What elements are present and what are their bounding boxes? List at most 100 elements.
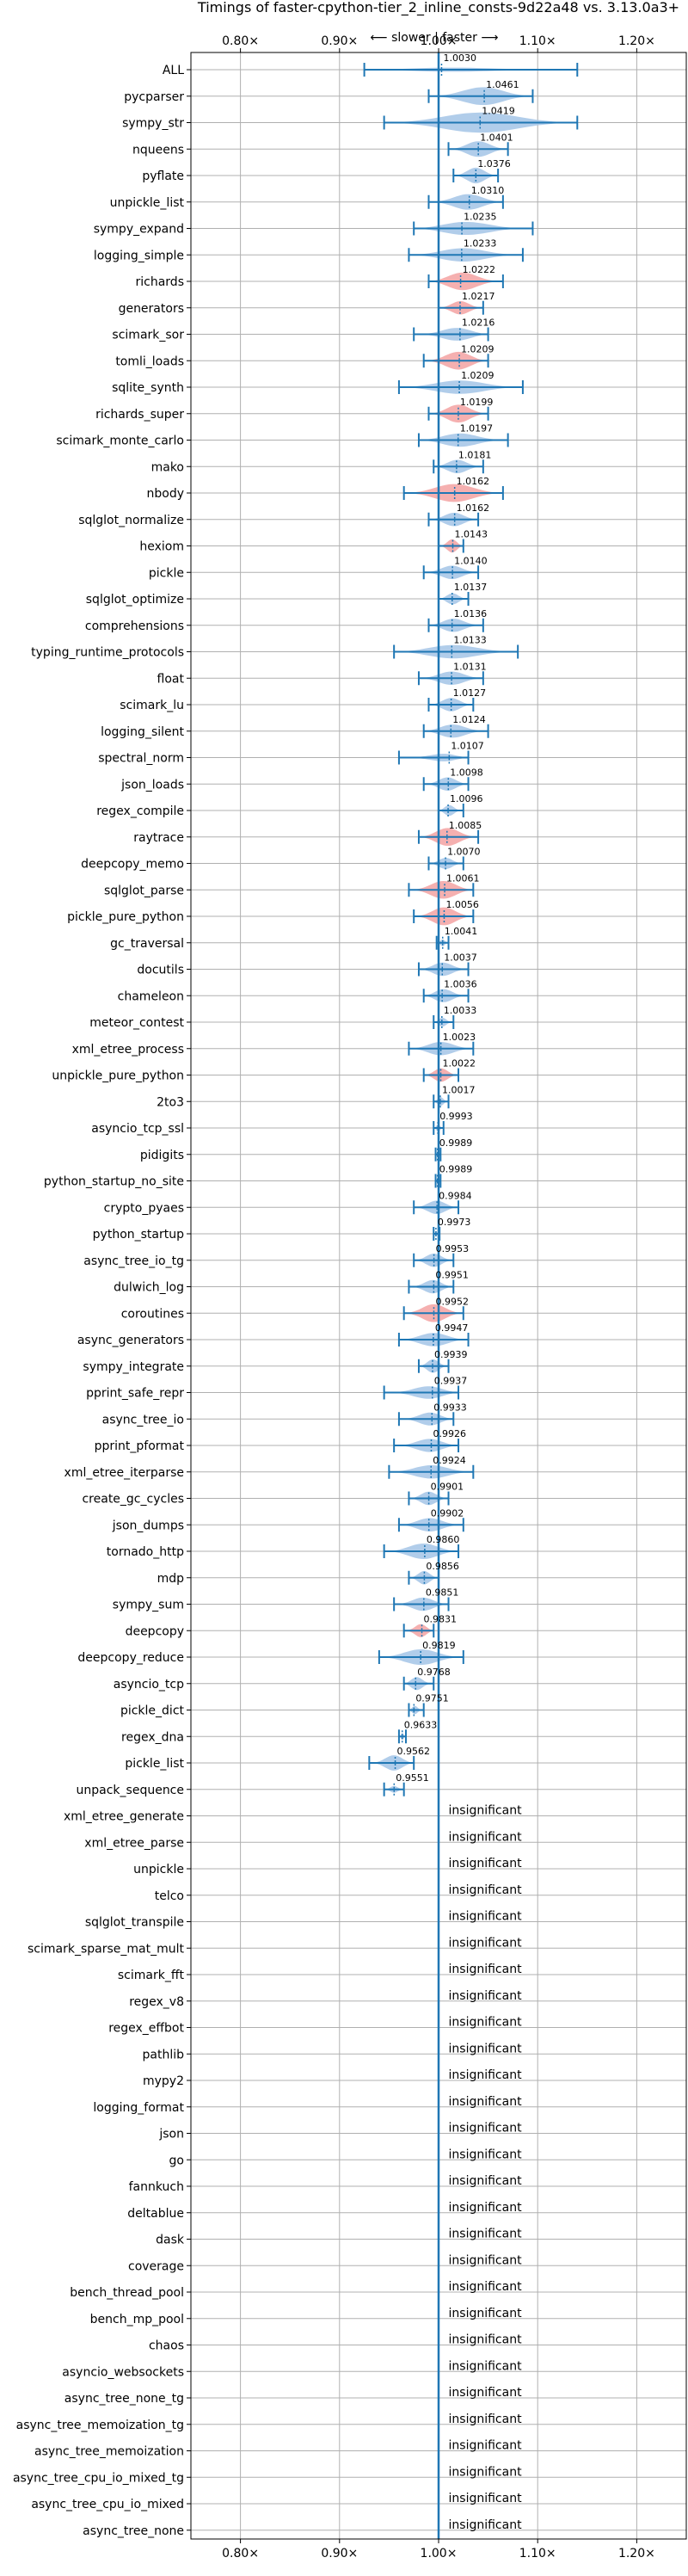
x-tick-label-bottom: 0.90× xyxy=(321,2547,358,2561)
benchmark-label: sympy_expand xyxy=(94,223,184,237)
benchmark-label: nbody xyxy=(147,487,185,501)
benchmark-label: json_dumps xyxy=(112,1519,184,1532)
benchmark-label: asyncio_tcp_ssl xyxy=(91,1122,184,1136)
benchmark-label: sympy_str xyxy=(122,117,184,131)
benchmark-label: async_tree_cpu_io_mixed_tg xyxy=(13,2471,184,2485)
value-label: 0.9993 xyxy=(439,1111,473,1122)
benchmark-label: pprint_pformat xyxy=(95,1439,185,1453)
benchmark-label: hexiom xyxy=(139,540,184,554)
benchmark-label: regex_effbot xyxy=(108,2022,184,2036)
value-label: 0.9926 xyxy=(433,1428,466,1439)
benchmark-label: meteor_contest xyxy=(89,1016,184,1030)
value-label: 0.9951 xyxy=(435,1270,469,1281)
benchmark-label: telco xyxy=(155,1889,184,1903)
benchmark-label: sqlglot_optimize xyxy=(86,593,184,607)
marks-layer xyxy=(363,52,579,2539)
benchmark-label: async_tree_none_tg xyxy=(64,2392,184,2406)
benchmark-label: pidigits xyxy=(140,1149,184,1162)
benchmark-label: coroutines xyxy=(121,1307,184,1321)
benchmark-label: create_gc_cycles xyxy=(82,1493,184,1507)
value-label: 0.9939 xyxy=(434,1349,467,1360)
insignificant-label: insignificant xyxy=(449,2518,523,2532)
insignificant-label: insignificant xyxy=(449,1830,523,1844)
benchmark-label: richards_super xyxy=(95,408,184,422)
benchmark-label: deltablue xyxy=(127,2207,184,2221)
value-label: 1.0096 xyxy=(450,793,483,804)
benchmark-label: sqlglot_parse xyxy=(104,884,184,897)
benchmark-label: xml_etree_iterparse xyxy=(64,1466,184,1480)
value-label: 1.0033 xyxy=(444,1005,477,1016)
value-label: 1.0217 xyxy=(462,291,495,302)
benchmark-label: unpickle_pure_python xyxy=(52,1069,184,1083)
chart-title: Timings of faster-cpython-tier_2_inline_… xyxy=(197,0,679,16)
value-label: 0.9562 xyxy=(397,1746,431,1757)
insignificant-label: insignificant xyxy=(449,1963,523,1976)
value-label: 0.9902 xyxy=(431,1507,464,1519)
value-label: 1.0022 xyxy=(443,1058,476,1069)
benchmark-label: async_tree_cpu_io_mixed xyxy=(31,2498,184,2511)
benchmark-label: xml_etree_process xyxy=(72,1043,184,1057)
benchmark-label: sqlite_synth xyxy=(112,381,184,395)
value-label: 0.9901 xyxy=(431,1482,464,1493)
benchmark-label: bench_thread_pool xyxy=(70,2286,184,2300)
value-label: 1.0136 xyxy=(454,608,488,619)
benchmark-label: unpickle_list xyxy=(110,196,185,210)
insignificant-label: insignificant xyxy=(449,2465,523,2479)
insignificant-label: insignificant xyxy=(449,1857,523,1870)
benchmark-label: sympy_integrate xyxy=(83,1360,184,1374)
insignificant-label: insignificant xyxy=(449,1936,523,1950)
value-label: 1.0209 xyxy=(461,370,494,381)
benchmark-label: generators xyxy=(119,302,184,316)
benchmark-label: pickle_list xyxy=(125,1757,184,1771)
value-label: 0.9924 xyxy=(433,1455,466,1466)
benchmark-label: logging_simple xyxy=(94,249,184,262)
value-label: 1.0127 xyxy=(453,687,487,699)
benchmark-label: async_tree_memoization xyxy=(34,2445,184,2459)
benchmark-label: dask xyxy=(156,2234,185,2247)
labels-layer: 0.80× 0.80× 0.90× 0.90× 1.00× 1.00× 1.10× 1.10×… xyxy=(13,34,655,2561)
benchmark-label: scimark_sparse_mat_mult xyxy=(28,1942,184,1956)
benchmark-label: logging_format xyxy=(93,2101,184,2115)
insignificant-label: insignificant xyxy=(449,2016,523,2030)
insignificant-label: insignificant xyxy=(449,2439,523,2453)
insignificant-label: insignificant xyxy=(449,2174,523,2188)
value-label: 0.9860 xyxy=(427,1534,460,1545)
x-tick-label-bottom: 1.20× xyxy=(618,2547,655,2561)
value-label: 1.0037 xyxy=(444,952,477,964)
x-tick-label-bottom: 0.80× xyxy=(222,2547,259,2561)
value-label: 0.9973 xyxy=(438,1217,471,1228)
x-tick-label-top: 1.00× xyxy=(421,34,458,48)
plot-frame xyxy=(190,52,687,2540)
benchmark-label: xml_etree_parse xyxy=(84,1836,184,1850)
benchmark-label: scimark_lu xyxy=(120,699,184,712)
value-label: 1.0235 xyxy=(464,212,497,223)
value-label: 0.9953 xyxy=(436,1243,469,1254)
benchmark-label: asyncio_websockets xyxy=(62,2365,184,2379)
benchmark-label: mypy2 xyxy=(143,2074,184,2088)
value-label: 1.0023 xyxy=(443,1032,476,1043)
benchmark-label: coverage xyxy=(128,2259,184,2273)
benchmark-label: mdp xyxy=(157,1572,185,1586)
value-label: 0.9856 xyxy=(426,1561,459,1572)
benchmark-label: nqueens xyxy=(132,143,184,157)
benchmark-label: dulwich_log xyxy=(114,1281,184,1295)
value-label: 1.0140 xyxy=(454,555,488,566)
benchmark-label: richards xyxy=(136,275,185,289)
benchmark-label: deepcopy_reduce xyxy=(77,1651,184,1665)
x-tick-label-bottom: 1.10× xyxy=(519,2547,556,2561)
benchmark-label: scimark_sor xyxy=(112,329,184,342)
benchmark-label: async_tree_io xyxy=(102,1413,184,1427)
insignificant-label: insignificant xyxy=(449,2359,523,2373)
benchmark-label: docutils xyxy=(137,964,184,977)
benchmark-label: pathlib xyxy=(143,2048,185,2061)
benchmark-label: tornado_http xyxy=(107,1545,184,1559)
value-label: 1.0461 xyxy=(486,79,519,90)
benchmark-label: go xyxy=(169,2154,184,2167)
value-label: 0.9947 xyxy=(435,1322,469,1334)
x-tick-label-top: 0.90× xyxy=(321,34,358,48)
value-label: 1.0137 xyxy=(454,582,488,593)
benchmark-label: tomli_loads xyxy=(115,354,184,368)
benchmark-label: sympy_sum xyxy=(113,1599,184,1612)
benchmark-label: pyflate xyxy=(142,169,184,183)
